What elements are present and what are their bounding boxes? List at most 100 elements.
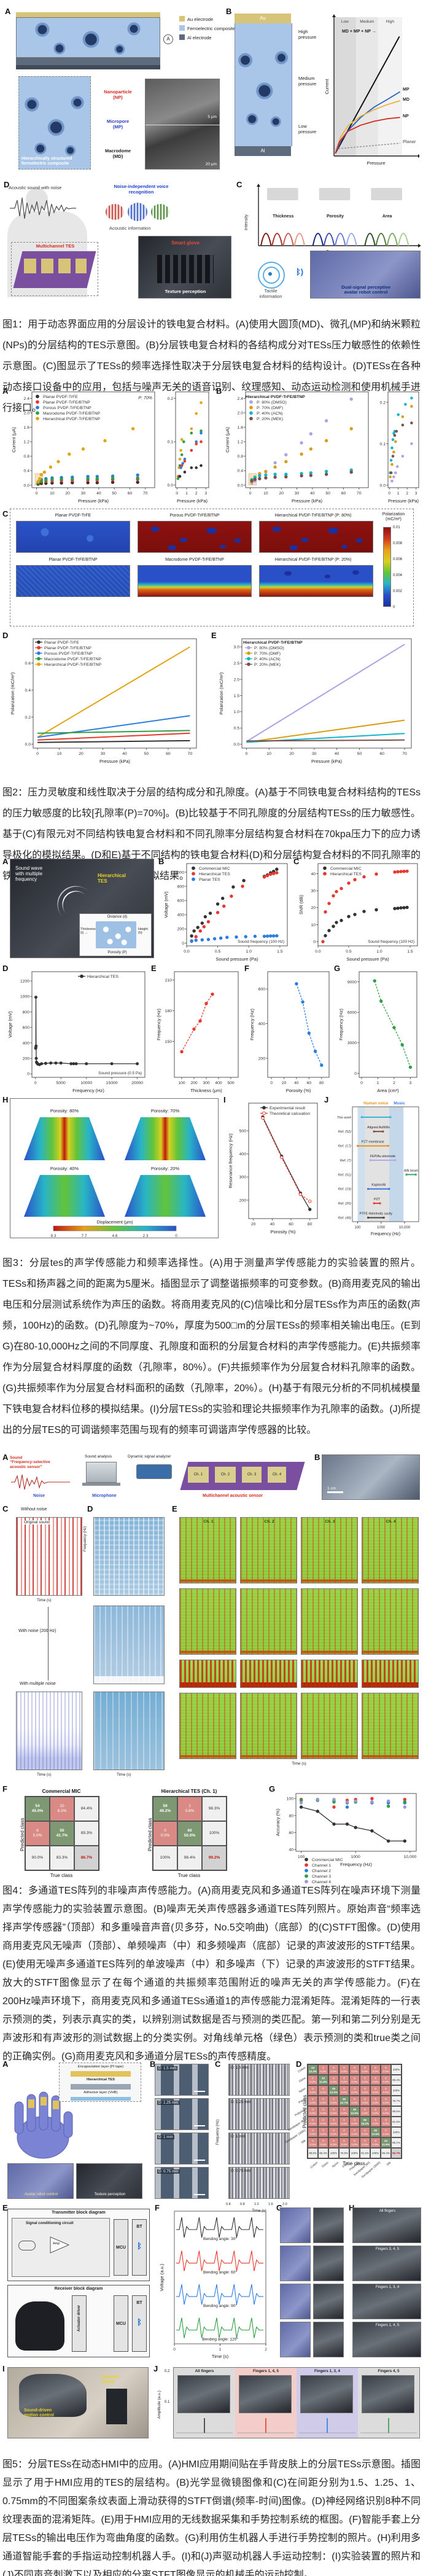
svg-text:1.2: 1.2 xyxy=(238,440,244,445)
gesture-photo xyxy=(313,2284,344,2319)
svg-text:180: 180 xyxy=(165,1009,173,1013)
svg-text:20: 20 xyxy=(282,1081,287,1085)
sound-source-label: Sound “Frequency-selective acoustic sens… xyxy=(10,1456,50,1469)
panel-label-g: G xyxy=(269,1784,276,1793)
svg-text:Aligned AuNWs: Aligned AuNWs xyxy=(367,1126,390,1130)
tes-stft-cell xyxy=(179,1588,236,1655)
tactile-ripple-icon xyxy=(258,262,285,289)
legend-label: Ferroelectric composite xyxy=(187,26,235,31)
avatar-robot-photo: Avatar robot control xyxy=(7,2163,74,2199)
microphone-label: Microphone xyxy=(92,1494,117,1498)
polarization-colorbar xyxy=(383,527,391,607)
svg-text:600: 600 xyxy=(23,1026,30,1030)
original-sound-label: Original sound xyxy=(23,1520,51,1525)
fem-title: Porous PVDF-TrFE/BTNP xyxy=(169,513,220,518)
svg-text:150: 150 xyxy=(165,1040,173,1044)
scalebar xyxy=(327,1491,343,1493)
with-multiple-noise-label: With multiple noise xyxy=(20,1682,56,1686)
svg-text:80: 80 xyxy=(319,1081,324,1085)
svg-text:Porous PVDF-TrFE/BTNP: Porous PVDF-TrFE/BTNP xyxy=(43,406,91,410)
svg-text:Pressure (kPa): Pressure (kPa) xyxy=(177,498,208,504)
svg-text:0.0: 0.0 xyxy=(234,743,240,747)
panel-label-f: F xyxy=(155,2203,160,2212)
frequency-axis-label: Frequency (Hz) xyxy=(83,1526,87,1551)
svg-text:Channel 4: Channel 4 xyxy=(312,1880,331,1884)
svg-text:600: 600 xyxy=(177,899,185,904)
tunable-range-comparison: Human voice Music This work Ref. (52) Aligne… xyxy=(336,1101,419,1236)
svg-text:30: 30 xyxy=(295,491,300,496)
svg-text:Pressure (kPa): Pressure (kPa) xyxy=(311,759,343,764)
svg-text:1.0: 1.0 xyxy=(246,950,252,954)
svg-text:MP: MP xyxy=(403,87,409,92)
svg-text:Planar PVDF-TrFE/BTNP: Planar PVDF-TrFE/BTNP xyxy=(43,400,90,405)
svg-text:0: 0 xyxy=(176,491,178,496)
gesture-photo xyxy=(313,2207,344,2243)
svg-text:30: 30 xyxy=(81,491,86,496)
svg-text:10000: 10000 xyxy=(80,1081,92,1085)
with-noise-label: With noise (200 Hz) xyxy=(18,1629,56,1633)
laptop-icon xyxy=(86,1462,117,1483)
svg-text:20: 20 xyxy=(79,752,83,756)
polarization-structures-chart: 0 10 20 30 40 50 60 70 0.0 0.2 0.4 0.6 Pressure (kPa… xyxy=(10,638,197,764)
svg-text:10: 10 xyxy=(266,752,271,756)
smart-glove-photo: Smart glove Texture perception xyxy=(138,236,231,299)
svg-text:Sound pressure (0.5 Pa): Sound pressure (0.5 Pa) xyxy=(98,1071,142,1075)
svg-text:Sound pressure (Pa): Sound pressure (Pa) xyxy=(346,956,389,962)
bt-box: BT ᛒ xyxy=(132,2295,147,2352)
receiver-block: Receiver block diagram Actuator driver M… xyxy=(7,2285,150,2357)
svg-text:1000: 1000 xyxy=(20,995,29,999)
fem-shape-20 xyxy=(125,1175,206,1217)
tes-stft-cell xyxy=(240,1660,297,1688)
bt-label: BT xyxy=(136,2301,142,2305)
svg-text:400: 400 xyxy=(215,1081,222,1085)
svg-text:50: 50 xyxy=(357,752,362,756)
svg-text:200: 200 xyxy=(258,1056,266,1061)
panel-label-d: D xyxy=(87,1504,93,1513)
svg-text:Thickness: Thickness xyxy=(273,214,293,219)
gesture-photo xyxy=(280,2207,311,2243)
resonance-parameters-inset: Distance (d) Thickness (t) → Height (h) … xyxy=(79,913,152,956)
stft-image: D: 1.25 mm xyxy=(228,2098,290,2130)
figure-3: A Sound wave with multiple frequency Hie… xyxy=(0,856,423,1239)
texture-perception-label: Texture perception xyxy=(165,289,206,295)
svg-text:70: 70 xyxy=(188,752,193,756)
panel-label-c: C xyxy=(2,509,9,518)
svg-text:100: 100 xyxy=(178,1081,185,1085)
svg-text:40: 40 xyxy=(96,491,101,496)
tes-stft-cell xyxy=(240,1588,297,1655)
svg-text:60: 60 xyxy=(307,1081,312,1085)
svg-text:Ref. (52): Ref. (52) xyxy=(338,1130,352,1134)
finger-control-photo: All fingers xyxy=(352,2207,421,2243)
figure-4-caption: 图4：多通道TES阵列的非噪声声传感能力。(A)商用麦克风和多通道TES阵列在噪… xyxy=(2,1886,421,2062)
displacement-simulation: Porosity: 80% Porosity: 70% Porosity: 40… xyxy=(10,1098,219,1238)
gesture-photo xyxy=(280,2246,311,2281)
sound-driven-setup-photo: Sound-driven motion control Acoustic sou… xyxy=(7,2367,149,2438)
svg-text:Commercial MIC: Commercial MIC xyxy=(312,1858,343,1862)
dual-signal-label: Dual-signal perceptive avatar robot cont… xyxy=(341,284,391,295)
svg-text:1: 1 xyxy=(377,1081,379,1085)
tes-pad xyxy=(76,259,87,273)
svg-text:400: 400 xyxy=(239,1152,247,1157)
svg-text:P: 20% (MEK): P: 20% (MEK) xyxy=(254,663,281,667)
al-swatch xyxy=(179,34,185,40)
svg-text:Pressure (kPa): Pressure (kPa) xyxy=(78,498,109,504)
svg-text:Medium: Medium xyxy=(360,20,374,24)
pi-tape-layer xyxy=(71,2071,131,2077)
svg-text:Ref. (17): Ref. (17) xyxy=(338,1145,352,1149)
au-electrode-layer xyxy=(16,12,160,17)
svg-text:1: 1 xyxy=(397,491,400,496)
stft-original-sound: Original sound xyxy=(16,1517,82,1596)
texture-confusion-matrix: 44 12.3% 0 0.0% 0 0.0% 0 0.0% 0 0.0% 0 0.0% 0 0.0% 0 0.… xyxy=(285,2064,402,2179)
svg-text:Frequency (Hz): Frequency (Hz) xyxy=(249,1009,255,1040)
svg-text:2: 2 xyxy=(195,491,198,496)
tes-pad xyxy=(24,259,36,273)
bending-voltage-traces: Bending angle: 30° Bending angle: 60° Bend… xyxy=(159,2211,267,2359)
colorbar-tick: 0.006 xyxy=(393,558,403,561)
speaker-silhouette xyxy=(106,2389,127,2424)
svg-text:50: 50 xyxy=(144,752,149,756)
svg-text:0: 0 xyxy=(34,1081,37,1085)
fem-title: Planar PVDF-TrFE/BTNP xyxy=(49,558,98,562)
stft-stack: D: 1.5 mm D: 1.25 mm D: 1 mm D: 0.75 mm 0… xyxy=(225,2064,290,2213)
svg-text:Resonance frequency (Hz): Resonance frequency (Hz) xyxy=(228,1133,233,1188)
figure-4: A Sound “Frequency-selective acoustic se… xyxy=(0,1453,423,1884)
